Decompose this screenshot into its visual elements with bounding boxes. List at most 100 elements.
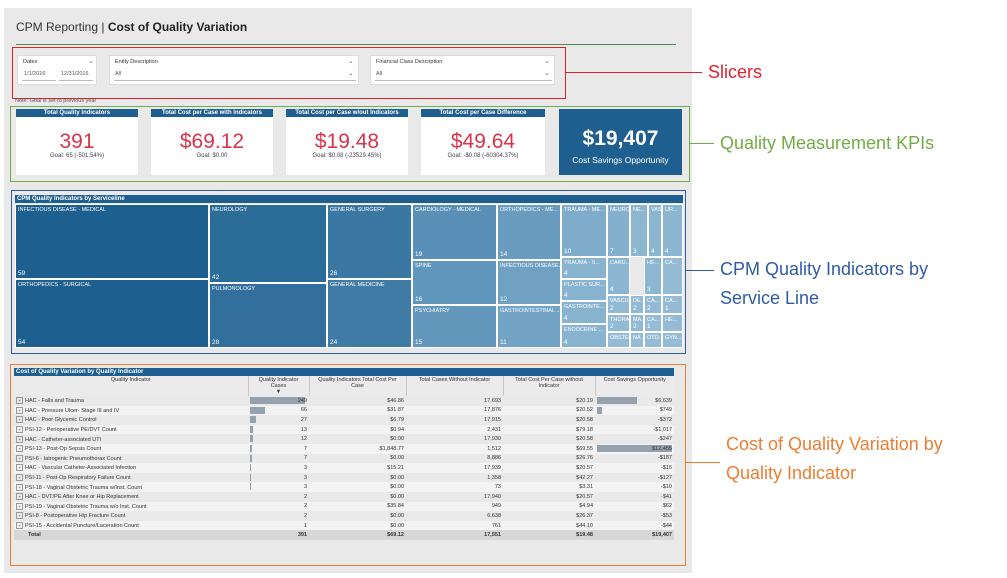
table-row[interactable]: + HAC - DVT/PE After Knee or Hip Replacem…	[14, 492, 674, 502]
treemap-cell[interactable]: CA... 1	[644, 314, 662, 332]
financial-value[interactable]: All	[376, 71, 383, 77]
table-row[interactable]: + PSI-8 - Postoperative Hip Fracture Coun…	[14, 511, 674, 521]
table-row[interactable]: + PSI-11 - Post-Op Respiratory Failure Co…	[14, 473, 674, 483]
chevron-down-icon[interactable]: ⌄	[348, 70, 354, 77]
expand-icon[interactable]: +	[16, 406, 23, 414]
entity-slicer[interactable]: Entity Description ⌄ All ⌄	[109, 55, 359, 85]
treemap-cell[interactable]: NE... 3	[630, 204, 648, 257]
treemap-cell[interactable]: NEUROS... 7	[607, 204, 630, 257]
treemap-cell[interactable]: THORA...2	[607, 314, 630, 332]
treemap-cell[interactable]: OBSTE...	[607, 332, 630, 348]
indicator-cell[interactable]: + PSI-12 - Perioperative PE/DVT Count	[14, 424, 248, 435]
dates-slicer[interactable]: Dates ⌄ 1/1/2016 12/31/2016	[17, 55, 97, 85]
treemap-cell[interactable]: UR... 4	[662, 204, 683, 257]
sort-descending-icon[interactable]: ▼	[275, 389, 282, 395]
date-from-field[interactable]: 1/1/2016	[24, 71, 46, 77]
table-row[interactable]: + PSI-19 - Vaginal Obstetric Trauma w/o I…	[14, 501, 674, 512]
treemap-cell[interactable]: OTO...	[644, 332, 662, 348]
treemap-cell[interactable]: CARDIOLOGY - MEDICAL 19	[412, 204, 497, 260]
expand-icon[interactable]: +	[16, 464, 23, 472]
column-header[interactable]: Quality Indicator Cases ▼	[248, 376, 310, 396]
expand-icon[interactable]: +	[16, 416, 23, 424]
table-row[interactable]: + HAC - Vascular Catheter-Associated Infe…	[14, 463, 674, 473]
treemap-cell[interactable]: TRAUMA - ME... 10	[561, 204, 607, 257]
indicator-cell[interactable]: + HAC - Pressure Ulcer- Stage III and IV	[14, 405, 248, 416]
indicator-cell[interactable]: + HAC - DVT/PE After Knee or Hip Replacem…	[14, 492, 248, 502]
cases-cell: 249	[248, 396, 309, 406]
treemap-cell[interactable]: CA... 2	[644, 295, 662, 314]
financial-class-slicer[interactable]: Financial Class Description ⌄ All ⌄	[370, 55, 555, 85]
column-header[interactable]: Cost Savings Opportunity	[595, 376, 674, 396]
expand-icon[interactable]: +	[16, 445, 23, 453]
table-scroll-area[interactable]	[14, 545, 674, 557]
treemap-cell[interactable]: ORTHOPEDICS - ME... 14	[497, 204, 561, 260]
indicator-cell[interactable]: + HAC - Catheter-associated UTI	[14, 434, 248, 444]
indicator-cell[interactable]: + PSI-15 - Accidental Puncture/Laceration…	[14, 520, 248, 531]
treemap-cell[interactable]: INFECTIOUS DISEASE - MEDICAL 59	[15, 204, 209, 279]
column-header[interactable]: Total Cases Without Indicator	[406, 376, 504, 396]
table-row[interactable]: + HAC - Falls and Trauma 249 $46.86 17,693 $2…	[14, 396, 674, 406]
treemap-cell[interactable]: PULMONOLOGY 28	[209, 283, 327, 348]
indicator-cell[interactable]: + PSI-19 - Vaginal Obstetric Trauma w/o I…	[14, 501, 248, 512]
treemap-cell[interactable]: CA...	[662, 257, 683, 295]
table-row[interactable]: + PSI-18 - Vaginal Obstetric Trauma w/Ins…	[14, 482, 674, 492]
expand-icon[interactable]: +	[16, 493, 23, 501]
indicator-cell[interactable]: + HAC - Poor Glycemic Control	[14, 415, 248, 425]
expand-icon[interactable]: +	[16, 522, 23, 530]
indicator-cell[interactable]: + PSI-8 - Postoperative Hip Fracture Coun…	[14, 511, 248, 521]
chevron-down-icon[interactable]: ⌄	[544, 70, 550, 77]
treemap-cell[interactable]: SPINE 16	[412, 260, 497, 305]
table-row[interactable]: + PSI-13 - Post-Op Sepsis Count 7 $1,848.77…	[14, 443, 674, 454]
indicator-cell[interactable]: + PSI-18 - Vaginal Obstetric Trauma w/Ins…	[14, 482, 248, 492]
treemap-cell[interactable]: NA	[630, 332, 644, 348]
chevron-down-icon[interactable]: ⌄	[88, 58, 94, 65]
expand-icon[interactable]: +	[16, 483, 23, 491]
treemap-cell[interactable]: CA... 1	[662, 295, 683, 314]
treemap-cell[interactable]: INFECTIOUS DISEASE... 12	[497, 260, 561, 305]
expand-icon[interactable]: +	[16, 502, 23, 510]
column-header[interactable]: Quality Indicator	[14, 376, 249, 396]
expand-icon[interactable]: +	[16, 512, 23, 520]
date-to-field[interactable]: 12/31/2016	[61, 71, 89, 77]
treemap-cell[interactable]: GENERAL MEDICINE 24	[327, 279, 412, 348]
treemap-cell[interactable]: DE...2	[630, 295, 644, 314]
table-row[interactable]: + HAC - Catheter-associated UTI 12 $0.00 17,…	[14, 434, 674, 444]
column-header[interactable]: Quality Indicators Total Cost Per Case	[309, 376, 407, 396]
chevron-down-icon[interactable]: ⌄	[544, 58, 550, 65]
treemap-cell[interactable]: GASTROINTE... 4	[561, 301, 607, 324]
expand-icon[interactable]: +	[16, 474, 23, 482]
expand-icon[interactable]: +	[16, 397, 23, 405]
treemap-cell[interactable]: GASTROINTESTINAL ... 11	[497, 305, 561, 348]
treemap-cell[interactable]: ENDOCRINE ... 4	[561, 324, 607, 348]
treemap-cell[interactable]: GYN...	[662, 332, 683, 348]
treemap-cell[interactable]: HE... 3	[644, 257, 662, 295]
treemap-cell[interactable]: HE...	[662, 314, 683, 332]
indicator-cell[interactable]: + PSI-6 - Iatrogenic Pneumothorax Count	[14, 454, 248, 464]
entity-value[interactable]: All	[115, 71, 122, 77]
indicator-cell[interactable]: + HAC - Falls and Trauma	[14, 396, 248, 406]
chevron-down-icon[interactable]: ⌄	[348, 58, 354, 65]
table-row[interactable]: + PSI-15 - Accidental Puncture/Laceration…	[14, 520, 674, 531]
treemap-cell[interactable]: PSYCHIATRY 15	[412, 305, 497, 348]
expand-icon[interactable]: +	[16, 435, 23, 443]
table-row[interactable]: + PSI-12 - Perioperative PE/DVT Count 13 $0…	[14, 424, 674, 435]
treemap-cell[interactable]: GENERAL SURGERY 26	[327, 204, 412, 279]
treemap-cell[interactable]: VAS... 4	[648, 204, 662, 257]
indicator-cell[interactable]: + PSI-13 - Post-Op Sepsis Count	[14, 443, 248, 454]
expand-icon[interactable]: +	[16, 426, 23, 434]
indicator-cell[interactable]: + HAC - Vascular Catheter-Associated Infe…	[14, 463, 248, 473]
treemap-cell[interactable]: MA...2	[630, 314, 644, 332]
treemap-cell[interactable]: NEUROLOGY 42	[209, 204, 327, 283]
treemap-cell[interactable]: PLASTIC SUR... 4	[561, 279, 607, 301]
treemap-cell[interactable]: CARD... 4	[607, 257, 630, 295]
table-row[interactable]: + PSI-6 - Iatrogenic Pneumothorax Count 7 $…	[14, 454, 674, 464]
treemap-cell[interactable]: ORTHOPEDICS - SURGICAL 54	[15, 279, 209, 348]
indicator-cell[interactable]: + PSI-11 - Post-Op Respiratory Failure Co…	[14, 473, 248, 483]
cases-cell: 3	[248, 473, 309, 483]
column-header[interactable]: Total Cost Per Case without Indicator	[503, 376, 596, 396]
treemap-cell[interactable]: TRAUMA - S... 4	[561, 257, 607, 279]
table-row[interactable]: + HAC - Poor Glycemic Control 27 $6.79 17,91…	[14, 415, 674, 425]
table-row[interactable]: + HAC - Pressure Ulcer- Stage III and IV 6…	[14, 405, 674, 416]
expand-icon[interactable]: +	[16, 454, 23, 462]
treemap-cell[interactable]: VASCU...2	[607, 295, 630, 314]
